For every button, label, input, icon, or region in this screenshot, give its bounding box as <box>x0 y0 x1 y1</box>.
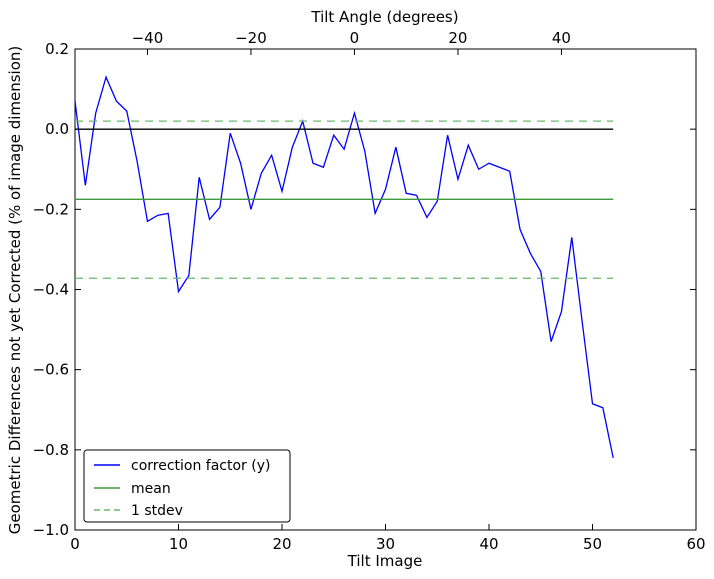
legend-box <box>83 449 291 523</box>
legend: correction factor (y) mean 1 stdev <box>83 449 291 523</box>
x-tick-label: 20 <box>272 535 291 553</box>
x-tick-label: 40 <box>479 535 498 553</box>
top-tick-label: 40 <box>552 29 571 47</box>
y-tick-label: −1.0 <box>33 521 69 539</box>
y-axis-title: Geometric Differences not yet Corrected … <box>6 46 24 535</box>
legend-label-mean: mean <box>131 481 171 497</box>
top-tick-label: 0 <box>350 29 360 47</box>
y-tick-label: −0.6 <box>33 361 69 379</box>
top-axis-title: Tilt Angle (degrees) <box>310 8 458 26</box>
y-tick-label: −0.8 <box>33 441 69 459</box>
y-tick-label: 0.2 <box>45 40 69 58</box>
x-tick-label: 60 <box>686 535 705 553</box>
y-tick-label: −0.2 <box>33 200 69 218</box>
chart-marks: 0 10 20 30 40 50 60 −1.0 −0.8 −0.6 −0.4 −0.2 0.0 0.2 −… <box>33 29 706 553</box>
x-tick-label: 30 <box>376 535 395 553</box>
legend-label-correction: correction factor (y) <box>131 458 270 474</box>
top-tick-label: 20 <box>448 29 467 47</box>
legend-label-stdev: 1 stdev <box>131 503 183 519</box>
x-tick-label: 10 <box>169 535 188 553</box>
top-tick-label: −40 <box>132 29 164 47</box>
x-tick-label: 0 <box>70 535 80 553</box>
x-axis-title: Tilt Image <box>347 552 423 570</box>
y-tick-label: 0.0 <box>45 120 69 138</box>
y-tick-label: −0.4 <box>33 281 69 299</box>
series-line-correction-factor-y <box>74 75 614 458</box>
top-tick-label: −20 <box>235 29 267 47</box>
x-tick-label: 50 <box>583 535 602 553</box>
